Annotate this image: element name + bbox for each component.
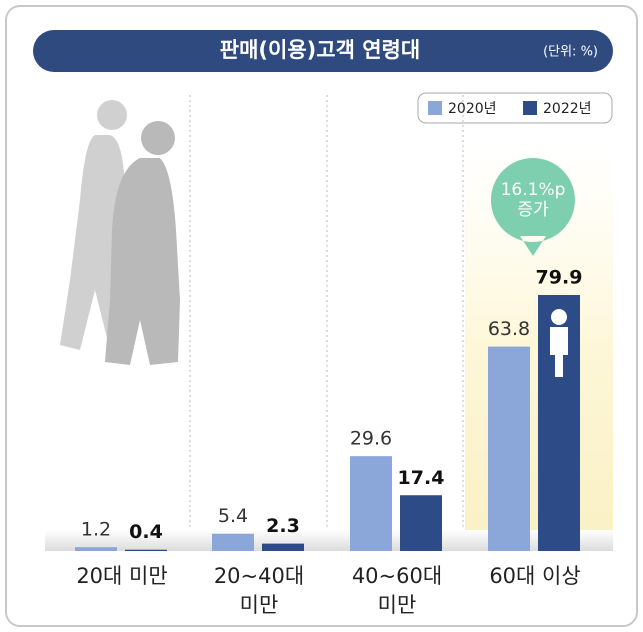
bar bbox=[125, 549, 167, 551]
legend-box bbox=[417, 92, 613, 124]
data-label: 0.4 bbox=[129, 521, 163, 543]
data-label: 17.4 bbox=[398, 467, 445, 489]
silhouettes bbox=[105, 121, 180, 365]
chart-title: 판매(이용)고객 연령대 bbox=[220, 38, 420, 62]
child-icon bbox=[551, 309, 567, 325]
x-tick-label: 20대 미만 bbox=[76, 564, 168, 588]
data-label: 2.3 bbox=[266, 515, 300, 537]
bar bbox=[75, 547, 117, 551]
data-label: 5.4 bbox=[218, 505, 248, 527]
baseline bbox=[45, 530, 613, 551]
annotation-bubble bbox=[490, 158, 575, 256]
legend-label: 2020년 bbox=[448, 101, 497, 117]
bar bbox=[400, 495, 442, 551]
bar bbox=[488, 346, 530, 551]
data-label: 1.2 bbox=[81, 519, 111, 541]
x-tick-label: 60대 이상 bbox=[489, 564, 581, 588]
child-icon bbox=[550, 327, 568, 377]
legend-swatch bbox=[523, 101, 537, 115]
x-tick-label: 20~40대 미만 bbox=[213, 564, 305, 617]
bar bbox=[350, 456, 392, 551]
legend-label: 2022년 bbox=[543, 101, 592, 117]
title-bar bbox=[33, 30, 613, 72]
bar bbox=[262, 543, 304, 551]
data-label: 79.9 bbox=[536, 267, 583, 289]
legend-swatch bbox=[428, 101, 442, 115]
data-label: 29.6 bbox=[350, 428, 392, 450]
data-label: 63.8 bbox=[488, 318, 530, 340]
separators bbox=[189, 95, 464, 551]
unit: (단위: %) bbox=[543, 45, 598, 60]
x-tick-label: 40~60대 미만 bbox=[351, 564, 443, 617]
annotation: 16.1%p 증가 bbox=[500, 180, 566, 220]
bar bbox=[212, 533, 254, 551]
